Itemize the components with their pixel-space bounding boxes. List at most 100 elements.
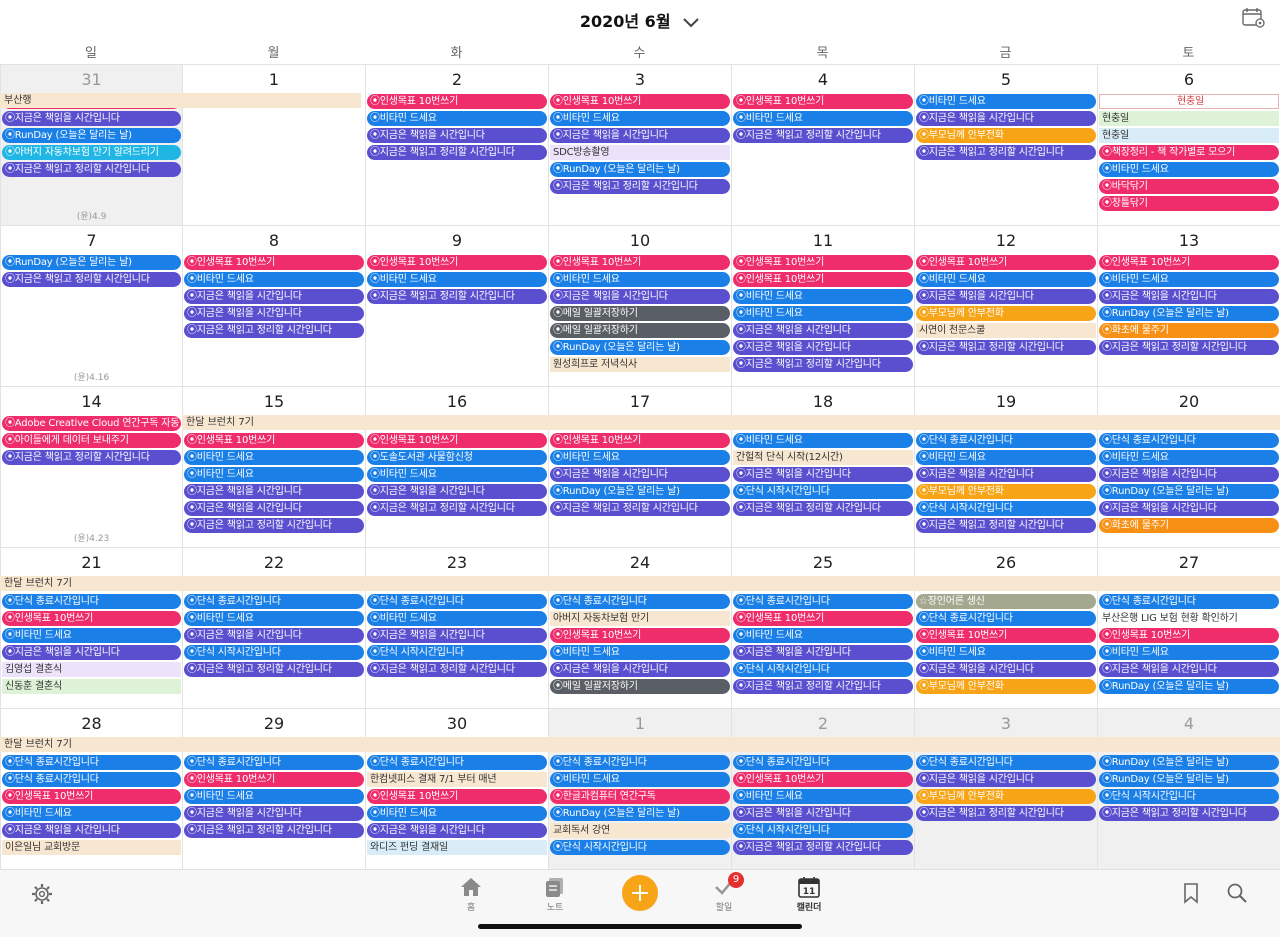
calendar-event[interactable]: ⦿지금은 책읽고 정리할 시간입니다 [184,662,364,677]
calendar-event[interactable]: ⦿단식 종료시간입니다 [367,755,547,770]
calendar-event[interactable]: 부산은행 LIG 보험 현황 확인하기 [1099,611,1279,626]
calendar-event[interactable]: 간헐적 단식 시작(12시간) [733,450,913,465]
calendar-event[interactable]: ⦿화초에 물주기 [1099,323,1279,338]
calendar-event[interactable]: ⦿단식 종료시간입니다 [1099,433,1279,448]
calendar-event[interactable]: 시연이 천문스쿨 [916,323,1096,338]
calendar-event[interactable]: ⦿메일 일괄저장하기 [550,306,730,321]
calendar-event[interactable]: ⦿인생목표 10번쓰기 [1099,255,1279,270]
calendar-event[interactable]: ⦿비타민 드세요 [550,450,730,465]
calendar-event[interactable]: 현충일 [1099,94,1279,109]
calendar-event[interactable]: ⦿지금은 책읽고 정리할 시간입니다 [184,518,364,533]
calendar-event[interactable]: ⦿단식 종료시간입니다 [367,594,547,609]
day-cell[interactable]: 22 ⦿단식 종료시간입니다 ⦿비타민 드세요 ⦿지금은 책읽을 시간입니다 ⦿단식 시… [182,547,365,708]
calendar-event[interactable]: 이은일님 교회방문 [2,840,181,855]
tab-note[interactable]: 노트 [525,876,585,913]
calendar-event[interactable]: ⦿단식 종료시간입니다 [916,611,1096,626]
calendar-event[interactable]: ⦿지금은 책읽고 정리할 시간입니다 [550,501,730,516]
day-cell[interactable]: 26 ☆장인어른 생신 ⦿단식 종료시간입니다 ⦿인생목표 10번쓰기 ⦿비타민 드세요… [914,547,1097,708]
day-cell[interactable]: 7 (윤)4.16 ⦿RunDay (오늘은 달리는 날) ⦿지금은 책읽고 정리할 … [0,225,182,386]
calendar-event[interactable]: ⦿지금은 책읽을 시간입니다 [550,128,730,143]
calendar-event[interactable]: ⦿아이들에게 데이터 보내주기 [2,433,181,448]
calendar-event[interactable]: ⦿인생목표 10번쓰기 [2,789,181,804]
calendar-event[interactable]: ⦿비타민 드세요 [2,806,181,821]
calendar-event[interactable]: ⦿부모님께 안부전화 [916,679,1096,694]
calendar-event[interactable]: ⦿비타민 드세요 [733,628,913,643]
search-icon[interactable] [1226,882,1248,904]
calendar-event[interactable]: ⦿지금은 책읽을 시간입니다 [184,306,364,321]
calendar-event[interactable]: ⦿비타민 드세요 [184,789,364,804]
calendar-event[interactable]: ⦿지금은 책읽을 시간입니다 [733,467,913,482]
day-cell[interactable]: 12 ⦿인생목표 10번쓰기 ⦿비타민 드세요 ⦿지금은 책읽을 시간입니다 ⦿부모님께… [914,225,1097,386]
day-cell[interactable]: 9 ⦿인생목표 10번쓰기 ⦿비타민 드세요 ⦿지금은 책읽고 정리할 시간입니다 [365,225,548,386]
tab-todo[interactable]: 9 할일 [694,872,754,913]
day-cell[interactable]: 15 ⦿인생목표 10번쓰기 ⦿비타민 드세요 ⦿비타민 드세요 ⦿지금은 책읽을 시간… [182,386,365,547]
day-cell[interactable]: 10 ⦿인생목표 10번쓰기 ⦿비타민 드세요 ⦿지금은 책읽을 시간입니다 ⦿메일 일… [548,225,731,386]
calendar-event[interactable]: ⦿인생목표 10번쓰기 [367,255,547,270]
calendar-event[interactable]: ⦿메일 일괄저장하기 [550,679,730,694]
calendar-event[interactable]: ⦿단식 시작시간입니다 [733,823,913,838]
calendar-event[interactable]: ⦿RunDay (오늘은 달리는 날) [550,484,730,499]
calendar-event[interactable]: ⦿비타민 드세요 [1099,162,1279,177]
calendar-event[interactable]: ⦿인생목표 10번쓰기 [550,94,730,109]
calendar-event[interactable]: ⦿지금은 책읽을 시간입니다 [916,772,1096,787]
day-cell[interactable]: 3 ⦿인생목표 10번쓰기 ⦿비타민 드세요 ⦿지금은 책읽을 시간입니다 SDC방송촬… [548,64,731,225]
calendar-event[interactable]: ⦿단식 종료시간입니다 [550,594,730,609]
calendar-event[interactable]: ⦿지금은 책읽을 시간입니다 [733,806,913,821]
day-cell[interactable]: 4 ⦿인생목표 10번쓰기 ⦿비타민 드세요 ⦿지금은 책읽고 정리할 시간입니다 [731,64,914,225]
calendar-event[interactable]: ⦿창틀닦기 [1099,196,1279,211]
calendar-event[interactable]: ⦿지금은 책읽을 시간입니다 [1099,467,1279,482]
calendar-event[interactable]: ⦿비타민 드세요 [916,450,1096,465]
calendar-event[interactable]: ⦿지금은 책읽을 시간입니다 [184,501,364,516]
calendar-event[interactable]: ⦿지금은 책읽을 시간입니다 [733,340,913,355]
calendar-event[interactable]: ⦿부모님께 안부전화 [916,306,1096,321]
calendar-event[interactable]: ⦿단식 종료시간입니다 [916,433,1096,448]
calendar-event[interactable]: ⦿아버지 자동차보험 만기 알려드리기 [2,145,181,160]
calendar-event[interactable]: ⦿지금은 책읽을 시간입니다 [916,467,1096,482]
day-cell[interactable]: 3 ⦿단식 종료시간입니다 ⦿지금은 책읽을 시간입니다 ⦿부모님께 안부전화 ⦿지금은… [914,708,1097,869]
calendar-event[interactable]: ⦿RunDay (오늘은 달리는 날) [1099,755,1279,770]
day-cell[interactable]: 1 ⦿단식 종료시간입니다 ⦿비타민 드세요 ⦿한글과컴퓨터 연간구독 ⦿RunDay … [548,708,731,869]
day-cell[interactable]: 11 ⦿인생목표 10번쓰기 ⦿인생목표 10번쓰기 ⦿비타민 드세요 ⦿비타민 드세요… [731,225,914,386]
calendar-event[interactable]: ⦿화초에 물주기 [1099,518,1279,533]
calendar-event[interactable]: ⦿비타민 드세요 [1099,645,1279,660]
calendar-event[interactable]: ⦿지금은 책읽고 정리할 시간입니다 [916,145,1096,160]
day-cell[interactable]: 24 ⦿단식 종료시간입니다 아버지 자동차보험 만기 ⦿인생목표 10번쓰기 ⦿비타민… [548,547,731,708]
calendar-event[interactable]: ⦿RunDay (오늘은 달리는 날) [550,806,730,821]
calendar-event[interactable]: ⦿비타민 드세요 [550,645,730,660]
calendar-event[interactable]: ⦿책장정리 - 책 작가별로 모으기 [1099,145,1279,160]
day-cell[interactable]: 23 ⦿단식 종료시간입니다 ⦿비타민 드세요 ⦿지금은 책읽을 시간입니다 ⦿단식 시… [365,547,548,708]
calendar-event[interactable]: ⦿지금은 책읽고 정리할 시간입니다 [184,323,364,338]
calendar-event[interactable]: ⦿지금은 책읽을 시간입니다 [1099,289,1279,304]
calendar-event[interactable]: ⦿지금은 책읽을 시간입니다 [916,662,1096,677]
calendar-event[interactable]: ⦿단식 종료시간입니다 [733,594,913,609]
calendar-event[interactable]: ⦿비타민 드세요 [367,467,547,482]
calendar-event[interactable]: ⦿지금은 책읽을 시간입니다 [367,128,547,143]
calendar-event[interactable]: 교회독서 강연 [550,823,730,838]
calendar-event[interactable]: ⦿인생목표 10번쓰기 [733,94,913,109]
day-cell[interactable]: 29 ⦿단식 종료시간입니다 ⦿인생목표 10번쓰기 ⦿비타민 드세요 ⦿지금은 책읽을… [182,708,365,869]
calendar-event[interactable]: SDC방송촬영 [550,145,730,160]
calendar-event[interactable]: ⦿Adobe Creative Cloud 연간구독 자동 [2,416,181,431]
day-cell[interactable]: 25 ⦿단식 종료시간입니다 ⦿인생목표 10번쓰기 ⦿비타민 드세요 ⦿지금은 책읽을… [731,547,914,708]
calendar-event[interactable]: ⦿지금은 책읽을 시간입니다 [733,645,913,660]
calendar-event[interactable]: ⦿RunDay (오늘은 달리는 날) [550,162,730,177]
calendar-event[interactable]: ⦿메일 일괄저장하기 [550,323,730,338]
calendar-event[interactable]: ⦿지금은 책읽을 시간입니다 [2,111,181,126]
calendar-event[interactable]: ⦿지금은 책읽을 시간입니다 [733,323,913,338]
calendar-event[interactable]: ⦿단식 시작시간입니다 [733,484,913,499]
calendar-event[interactable]: ⦿인생목표 10번쓰기 [367,789,547,804]
day-cell[interactable]: 16 ⦿인생목표 10번쓰기 ⦿도솔도서관 사물함신청 ⦿비타민 드세요 ⦿지금은 책읽… [365,386,548,547]
calendar-event[interactable]: ☆장인어른 생신 [916,594,1096,609]
day-cell[interactable]: 30 ⦿단식 종료시간입니다 한컴넷피스 결재 7/1 부터 매년 ⦿인생목표 10번… [365,708,548,869]
day-cell[interactable]: 1 [182,64,365,225]
calendar-event[interactable]: ⦿지금은 책읽고 정리할 시간입니다 [733,501,913,516]
calendar-event[interactable]: ⦿인생목표 10번쓰기 [550,255,730,270]
calendar-event[interactable]: ⦿RunDay (오늘은 달리는 날) [2,255,181,270]
calendar-event[interactable]: ⦿인생목표 10번쓰기 [733,611,913,626]
calendar-event[interactable]: ⦿지금은 책읽고 정리할 시간입니다 [733,357,913,372]
calendar-event[interactable]: ⦿RunDay (오늘은 달리는 날) [1099,484,1279,499]
calendar-event[interactable]: ⦿RunDay (오늘은 달리는 날) [1099,772,1279,787]
calendar-event[interactable]: ⦿지금은 책읽고 정리할 시간입니다 [2,450,181,465]
calendar-event[interactable]: 원성희프로 저녁식사 [550,357,730,372]
day-cell[interactable]: 27 ⦿단식 종료시간입니다 부산은행 LIG 보험 현황 확인하기 ⦿인생목표 10… [1097,547,1280,708]
